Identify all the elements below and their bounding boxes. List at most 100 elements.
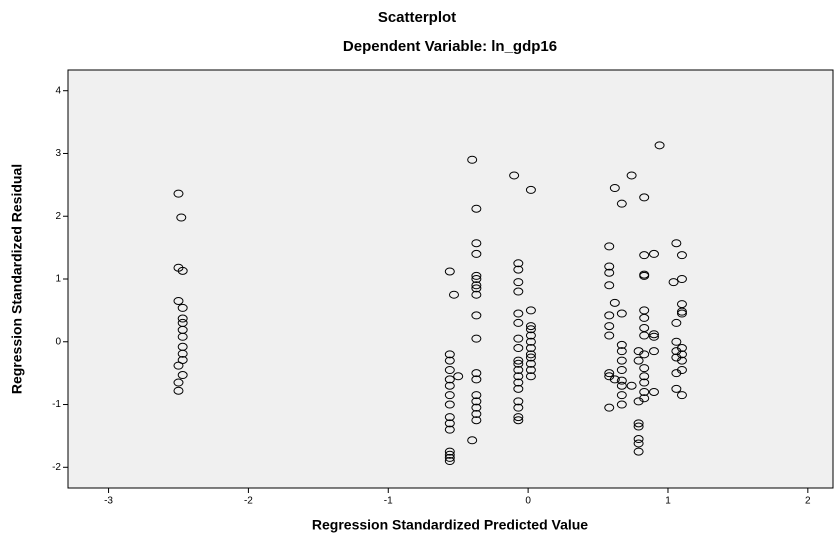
point — [609, 298, 620, 307]
point — [173, 296, 184, 305]
point — [639, 364, 650, 373]
point — [616, 366, 627, 375]
point — [467, 436, 478, 445]
point — [513, 403, 524, 412]
point — [471, 290, 482, 299]
y-tick-label: -2 — [52, 462, 61, 473]
point — [633, 419, 644, 428]
point — [513, 378, 524, 387]
point — [471, 397, 482, 406]
point — [471, 275, 482, 283]
y-axis-label: Regression Standardized Residual — [9, 164, 25, 394]
point — [509, 171, 520, 180]
point — [616, 381, 627, 390]
point — [173, 189, 184, 198]
point — [177, 314, 188, 323]
point — [648, 332, 659, 341]
point — [471, 334, 482, 343]
y-tick-label: 0 — [55, 336, 61, 347]
point — [604, 331, 615, 340]
point — [604, 403, 615, 412]
point — [616, 199, 627, 208]
point — [676, 350, 687, 359]
point — [626, 381, 637, 390]
point — [176, 213, 187, 222]
point — [639, 350, 650, 359]
point — [639, 313, 650, 322]
point — [668, 278, 679, 287]
point — [676, 251, 687, 260]
point — [676, 344, 687, 353]
point — [513, 397, 524, 406]
point — [513, 265, 524, 274]
point — [616, 391, 627, 400]
point — [604, 268, 615, 277]
point — [616, 309, 627, 318]
point — [513, 359, 524, 368]
point — [513, 416, 524, 425]
point — [639, 271, 650, 280]
point — [676, 307, 687, 316]
point — [639, 372, 650, 381]
point — [513, 318, 524, 327]
x-tick-label: 2 — [805, 496, 811, 507]
point — [648, 387, 659, 396]
point — [513, 356, 524, 365]
x-axis-label: Regression Standardized Predicted Value — [312, 517, 588, 533]
y-tick-label: 4 — [55, 85, 61, 96]
point — [444, 447, 455, 456]
point — [639, 387, 650, 396]
point — [471, 284, 482, 293]
point — [173, 361, 184, 370]
x-tick-label: -2 — [244, 496, 253, 507]
y-tick-label: 3 — [55, 148, 61, 159]
point — [444, 267, 455, 276]
point — [471, 416, 482, 425]
point — [177, 371, 188, 380]
point — [604, 311, 615, 320]
point — [471, 249, 482, 258]
point — [177, 349, 188, 358]
point — [444, 413, 455, 422]
point — [444, 457, 455, 466]
point — [444, 419, 455, 428]
point — [676, 309, 687, 318]
chart-subtitle: Dependent Variable: ln_gdp16 — [343, 38, 557, 55]
point — [173, 386, 184, 395]
point — [525, 185, 536, 194]
point — [513, 259, 524, 268]
point — [444, 400, 455, 409]
point — [444, 425, 455, 434]
point — [467, 155, 478, 164]
point — [525, 331, 536, 340]
point — [444, 375, 455, 384]
x-tick-label: 1 — [665, 496, 671, 507]
point — [633, 447, 644, 456]
point — [633, 435, 644, 444]
point — [471, 403, 482, 412]
point — [173, 378, 184, 387]
point — [525, 337, 536, 346]
point — [525, 372, 536, 381]
point — [513, 413, 524, 422]
point — [444, 366, 455, 375]
point — [525, 344, 536, 353]
point — [444, 381, 455, 390]
point — [639, 251, 650, 260]
point — [676, 356, 687, 365]
x-tick-label: 0 — [525, 496, 531, 507]
point — [448, 290, 459, 299]
point — [616, 376, 627, 385]
chart-title: Scatterplot — [378, 9, 456, 26]
x-tick-label: -3 — [104, 496, 113, 507]
point — [525, 306, 536, 315]
point — [604, 322, 615, 331]
point — [639, 378, 650, 387]
point — [609, 183, 620, 192]
point — [471, 311, 482, 320]
y-tick-label: 2 — [55, 211, 61, 222]
point — [444, 356, 455, 365]
point — [604, 369, 615, 378]
point — [471, 281, 482, 290]
